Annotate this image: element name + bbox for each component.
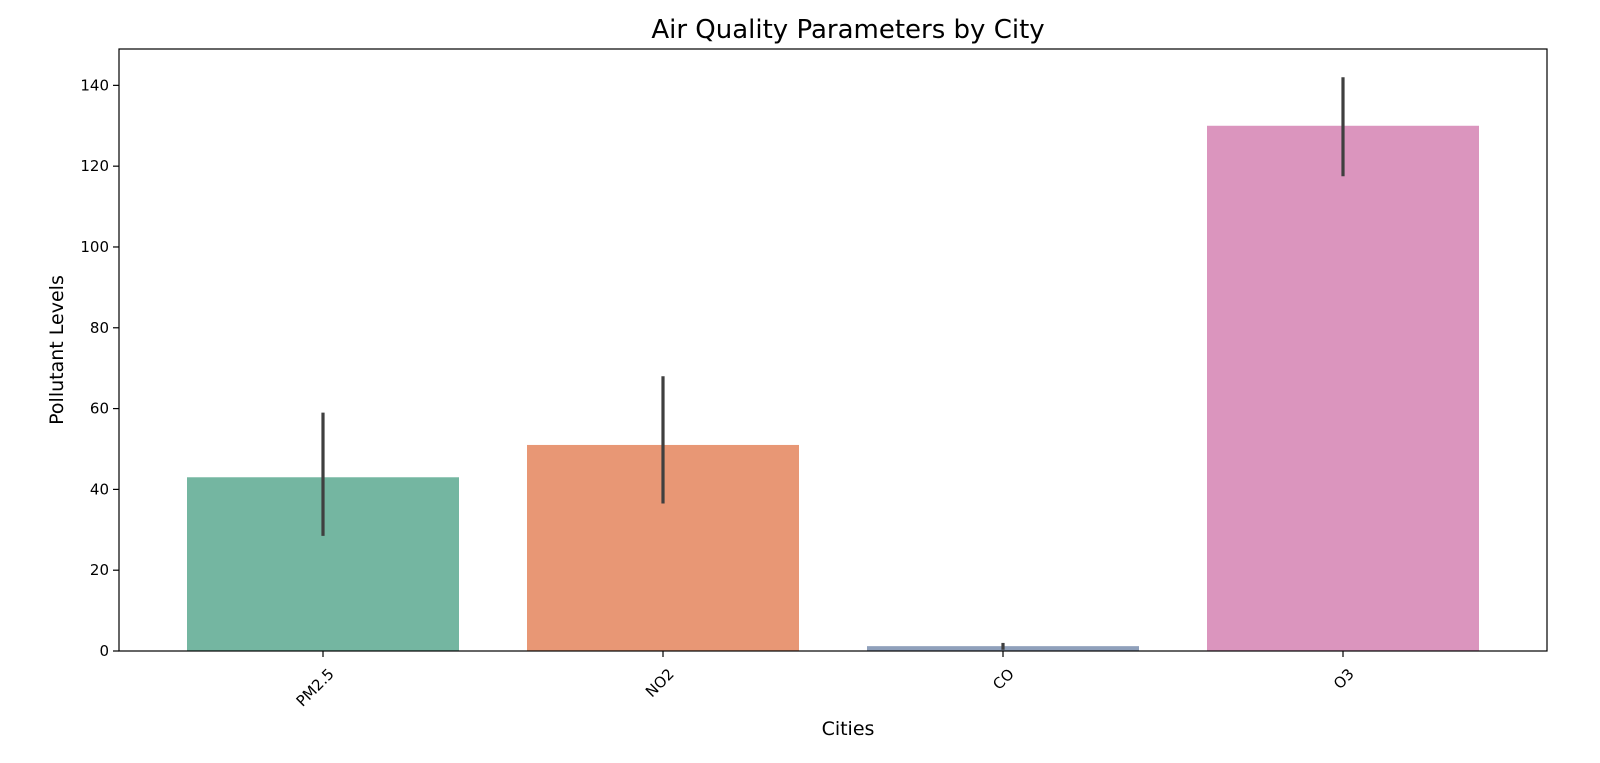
- x-tick-label: NO2: [642, 665, 678, 701]
- x-axis-label: Cities: [822, 718, 875, 740]
- y-tick-label: 80: [90, 319, 109, 337]
- chart-title: Air Quality Parameters by City: [651, 15, 1044, 45]
- x-tick-label: PM2.5: [293, 665, 338, 710]
- bar-o3: [1207, 125, 1479, 652]
- y-tick-label: 0: [99, 642, 109, 660]
- y-tick-label: 100: [80, 238, 109, 256]
- error-bars-group: [321, 77, 1345, 650]
- y-axis-label: Pollutant Levels: [46, 275, 68, 425]
- x-tick-label: O3: [1330, 665, 1358, 693]
- y-tick-label: 60: [90, 400, 109, 418]
- y-tick-label: 20: [90, 561, 109, 579]
- bars-group: [187, 125, 1479, 652]
- y-tick-label: 40: [90, 480, 109, 498]
- y-tick-label: 140: [80, 76, 109, 94]
- y-tick-label: 120: [80, 157, 109, 175]
- x-tick-label: CO: [989, 665, 1017, 693]
- y-axis: 0 20 40 60 80 100 120 140: [80, 76, 119, 660]
- plot-frame: [118, 48, 1548, 652]
- x-axis: PM2.5 NO2 CO O3: [293, 651, 1358, 710]
